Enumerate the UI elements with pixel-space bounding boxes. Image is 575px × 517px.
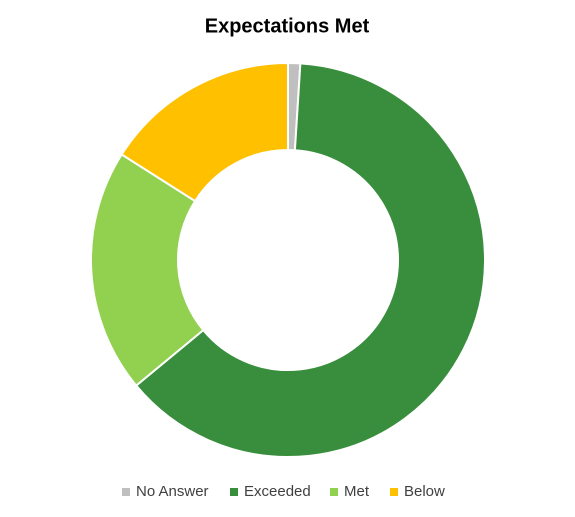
- legend-marker: [390, 488, 398, 496]
- donut-slice: [90, 153, 205, 387]
- legend-label: Met: [344, 483, 370, 500]
- legend-marker: [330, 488, 338, 496]
- donut-slice: [134, 62, 486, 458]
- legend-marker: [230, 488, 238, 496]
- legend-label: Exceeded: [244, 483, 311, 500]
- donut-slice: [120, 61, 289, 203]
- legend-marker: [122, 488, 130, 496]
- legend-label: Below: [404, 483, 445, 500]
- legend-label: No Answer: [136, 483, 209, 500]
- chart-title: Expectations Met: [205, 15, 370, 37]
